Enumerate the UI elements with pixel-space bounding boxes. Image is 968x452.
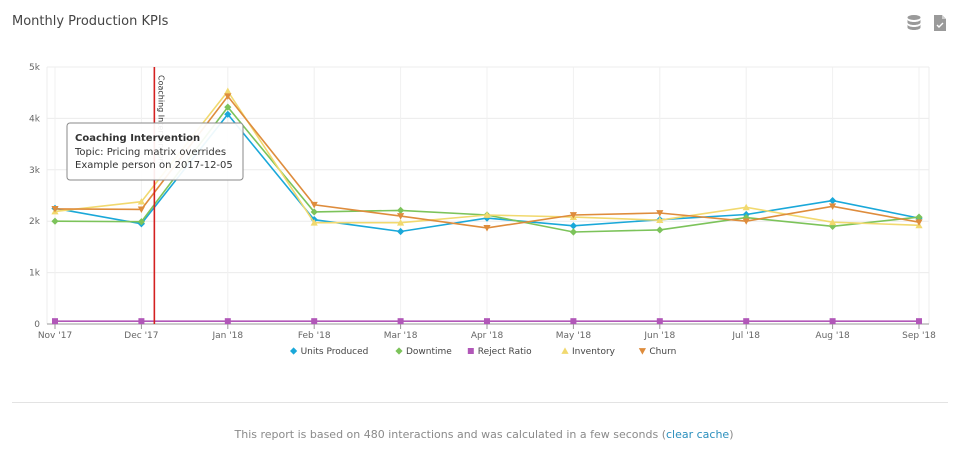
series-reject-ratio: [52, 318, 922, 325]
x-tick-label: May '18: [556, 331, 592, 341]
data-point-churn: [310, 201, 318, 209]
report-footer: This report is based on 480 interactions…: [0, 428, 968, 441]
data-point-downtime: [51, 217, 59, 225]
data-point-churn: [742, 218, 750, 225]
data-point-reject-ratio: [570, 318, 577, 325]
y-tick-label: 3k: [29, 166, 41, 176]
data-point-churn: [137, 206, 145, 213]
y-tick-label: 4k: [29, 114, 41, 124]
data-point-churn: [483, 225, 491, 232]
data-point-inventory: [829, 218, 837, 226]
data-point-churn: [224, 93, 232, 100]
legend-label-inventory: Inventory: [572, 347, 616, 357]
data-point-reject-ratio: [916, 318, 922, 325]
data-point-churn: [829, 203, 837, 210]
data-point-reject-ratio: [829, 318, 836, 325]
y-tick-label: 1k: [29, 269, 41, 279]
line-chart: 0 1k 2k 3k 4k 5k Nov '17 Dec '17 Jan '18 Feb '18 M…: [29, 63, 936, 357]
event-label: Coaching Intervention: [156, 75, 165, 164]
x-tick-label: Jan '18: [211, 331, 243, 341]
data-point-downtime: [310, 208, 318, 216]
legend-marker-units-produced: [290, 347, 298, 355]
y-tick-label: 5k: [29, 63, 41, 73]
data-point-downtime: [915, 213, 923, 221]
legend-marker-inventory: [561, 347, 569, 354]
data-point-reject-ratio: [397, 318, 404, 325]
tooltip-line: Example person on 2017-12-05: [75, 160, 233, 171]
x-tick-label: Apr '18: [471, 331, 504, 341]
x-tick-label: Aug '18: [815, 331, 850, 341]
x-tick-label: Jun '18: [643, 331, 675, 341]
x-tick-label: Feb '18: [298, 331, 331, 341]
legend-item-units-produced[interactable]: Units Produced: [290, 347, 368, 357]
legend: Units Produced Downtime Reject Ratio Invent…: [290, 347, 676, 357]
data-point-downtime: [569, 228, 577, 236]
clear-cache-link[interactable]: clear cache: [665, 428, 730, 441]
data-point-reject-ratio: [224, 318, 231, 325]
legend-marker-reject-ratio: [467, 348, 474, 354]
footer-text: This report is based on 480 interactions…: [234, 428, 666, 441]
legend-item-downtime[interactable]: Downtime: [395, 347, 452, 357]
legend-item-reject-ratio[interactable]: Reject Ratio: [467, 347, 532, 357]
divider: [12, 402, 948, 403]
data-point-units-produced: [224, 110, 232, 118]
legend-label-units-produced: Units Produced: [301, 347, 369, 357]
legend-marker-churn: [638, 348, 646, 355]
x-tick-label: Dec '17: [124, 331, 158, 341]
data-point-units-produced: [569, 222, 577, 230]
data-point-inventory: [656, 216, 664, 224]
y-tick-label: 0: [34, 320, 40, 330]
x-tick-label: Jul '18: [731, 331, 760, 341]
x-tick-label: Sep '18: [902, 331, 936, 341]
data-point-reject-ratio: [52, 318, 58, 325]
event-tooltip: Coaching Intervention Topic: Pricing matr…: [66, 122, 244, 181]
legend-item-inventory[interactable]: Inventory: [561, 347, 616, 357]
data-point-reject-ratio: [311, 318, 318, 325]
data-point-inventory: [137, 198, 145, 205]
data-point-reject-ratio: [484, 318, 490, 325]
export-document-icon[interactable]: [932, 14, 948, 32]
data-point-units-produced: [829, 197, 837, 205]
data-point-inventory: [483, 211, 491, 218]
data-point-reject-ratio: [656, 318, 663, 325]
data-point-downtime: [656, 226, 664, 234]
data-point-inventory: [742, 203, 750, 211]
data-point-churn: [51, 205, 59, 213]
x-tick-label: Nov '17: [38, 331, 72, 341]
data-point-churn: [397, 213, 405, 220]
legend-label-downtime: Downtime: [406, 347, 452, 357]
data-point-downtime: [224, 103, 232, 111]
footer-close: ): [729, 428, 734, 441]
data-point-downtime: [397, 206, 405, 215]
legend-label-churn: Churn: [649, 347, 676, 357]
data-point-units-produced: [397, 227, 405, 236]
data-point-reject-ratio: [743, 318, 750, 325]
chart-toolbar: [906, 14, 948, 32]
data-point-inventory: [397, 219, 405, 226]
database-icon[interactable]: [906, 14, 922, 32]
tooltip-box: [66, 122, 244, 181]
data-point-reject-ratio: [138, 318, 145, 325]
data-point-downtime: [137, 218, 145, 226]
data-point-inventory: [224, 87, 232, 95]
x-tick-label: Mar '18: [384, 331, 418, 341]
legend-marker-downtime: [395, 347, 403, 355]
legend-label-reject-ratio: Reject Ratio: [478, 347, 532, 357]
data-point-inventory: [310, 219, 318, 226]
page-title: Monthly Production KPIs: [12, 14, 169, 29]
y-tick-label: 2k: [29, 217, 41, 227]
legend-item-churn[interactable]: Churn: [638, 347, 677, 357]
tooltip-line: Topic: Pricing matrix overrides: [74, 147, 226, 158]
tooltip-title: Coaching Intervention: [75, 133, 200, 144]
data-point-churn: [569, 212, 577, 219]
data-point-churn: [656, 210, 664, 217]
data-point-churn: [915, 219, 923, 226]
